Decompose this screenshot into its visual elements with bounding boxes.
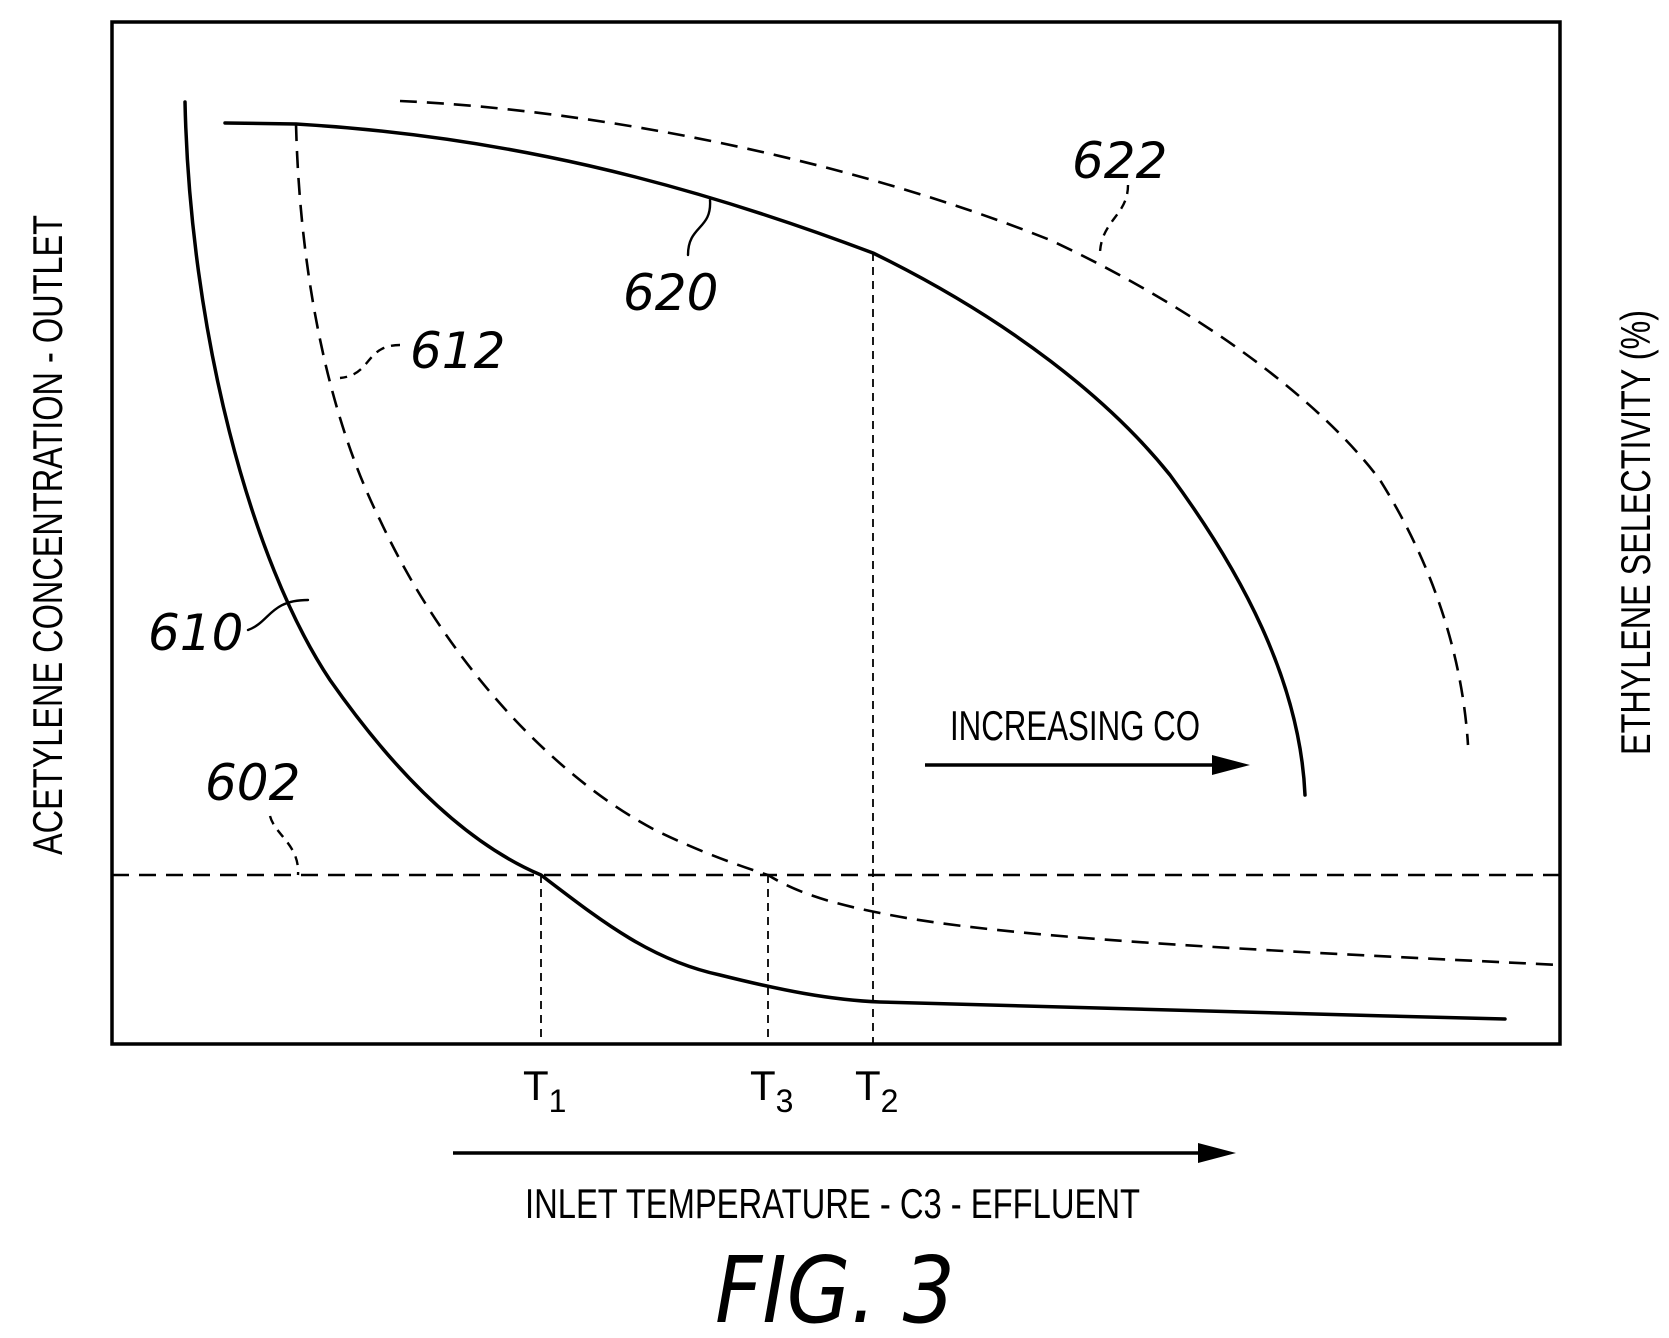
ref-610-label: 610 (148, 604, 243, 662)
increasing-co-annotation: INCREASING CO (950, 702, 1200, 749)
leader-622 (1098, 184, 1130, 253)
leader-612 (339, 343, 401, 380)
t2-tick-label: T2 (855, 1062, 898, 1119)
ref-622-label: 622 (1072, 132, 1167, 190)
x-axis-label: INLET TEMPERATURE - C3 - EFFLUENT (525, 1180, 1140, 1227)
plot-frame (110, 20, 1562, 1046)
leader-620 (686, 198, 712, 257)
leader-602 (268, 815, 300, 876)
series-622-curve (399, 99, 1470, 746)
leader-610 (246, 598, 310, 632)
y-right-axis-label: ETHYLENE SELECTIVITY (%) (1612, 310, 1659, 755)
figure-caption: FIG. 3 (715, 1237, 955, 1338)
t1-tick-label: T1 (523, 1062, 566, 1119)
series-610-curve (183, 100, 1507, 1021)
t3-tick-label: T3 (750, 1062, 793, 1119)
ref-612-label: 612 (410, 322, 505, 380)
series-620-curve (223, 121, 1307, 797)
ref-602-label: 602 (205, 754, 300, 812)
y-left-axis-label: ACETYLENE CONCENTRATION - OUTLET (24, 215, 71, 855)
increasing-co-arrowhead (1212, 755, 1250, 775)
ref-620-label: 620 (623, 264, 718, 322)
x-axis-arrowhead (1198, 1143, 1236, 1163)
series-612-curve (294, 123, 1561, 967)
